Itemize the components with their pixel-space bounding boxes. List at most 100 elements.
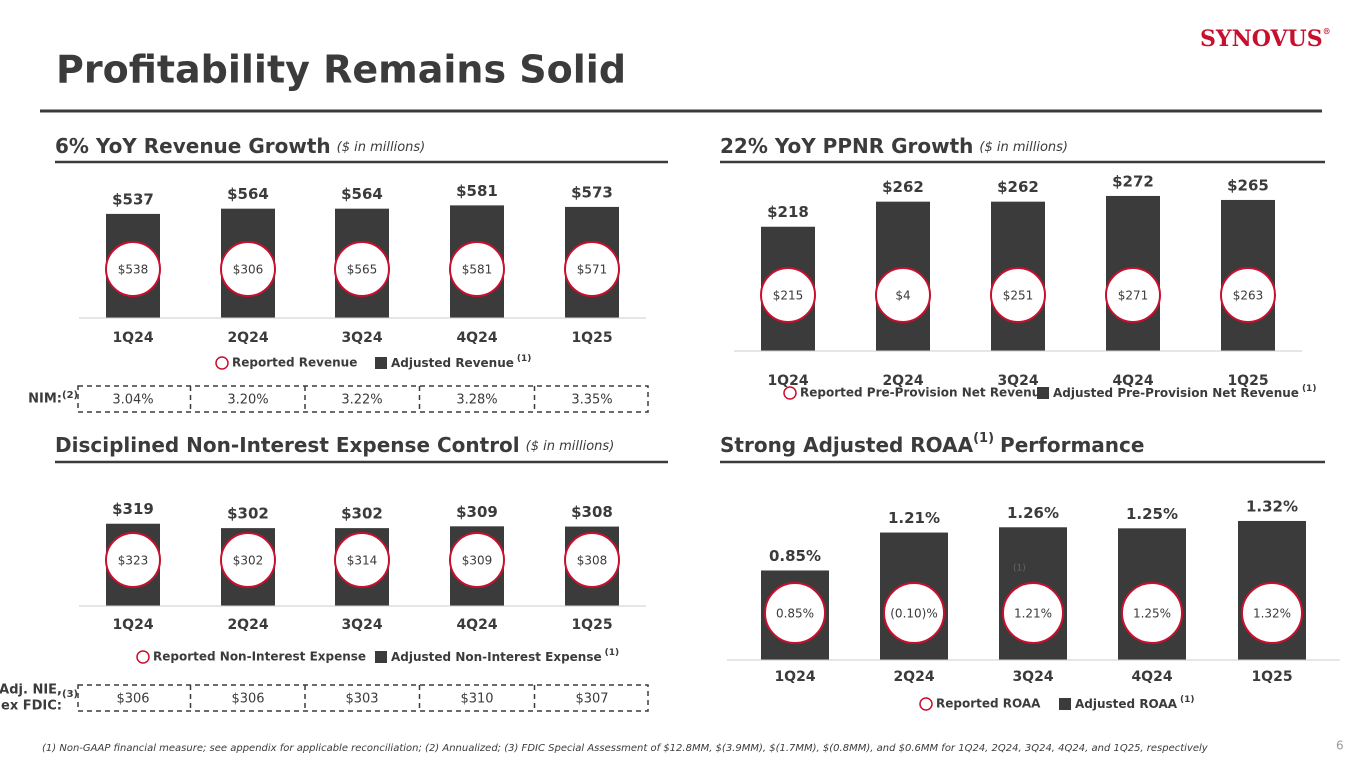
x-tick-label: 1Q24 [112, 330, 153, 346]
legend-marker [375, 357, 387, 369]
x-tick-label: 2Q24 [893, 669, 934, 685]
reported-value-label: $4 [895, 289, 910, 303]
section-title-text: 6% YoY Revenue Growth [55, 134, 331, 158]
x-tick-label: 2Q24 [882, 373, 923, 389]
reported-value-label: 0.85% [776, 607, 814, 621]
bar-value-label: $564 [227, 185, 269, 203]
reported-value-label: $309 [462, 554, 493, 568]
row-value: 3.04% [112, 393, 153, 408]
legend-label-text: Adjusted Non-Interest Expense [391, 650, 602, 664]
legend-marker [375, 651, 387, 663]
reported-value-label: 1.21% [1014, 607, 1052, 621]
reported-value-label: $565 [347, 263, 378, 277]
bar-value-label: $581 [456, 182, 498, 200]
bar-value-label: $308 [571, 503, 613, 521]
row-value: 3.35% [571, 393, 612, 408]
section-subtitle: ($ in millions) [337, 140, 426, 155]
reported-marker [875, 267, 931, 323]
section-title: Strong Adjusted ROAA(1) Performance [720, 431, 1144, 457]
bar-value-label: $537 [112, 190, 154, 208]
x-tick-label: 4Q24 [1131, 669, 1172, 685]
page-number: 6 [1336, 739, 1344, 753]
reported-value-label: $306 [233, 263, 264, 277]
section-title-text: Disciplined Non-Interest Expense Control [55, 433, 520, 457]
reported-value-label: $314 [347, 554, 378, 568]
reported-value-label: $308 [577, 554, 608, 568]
bar-value-label: $218 [767, 203, 809, 221]
bar-value-label: $564 [341, 185, 383, 203]
x-tick-label: 4Q24 [456, 330, 497, 346]
legend-marker [919, 697, 933, 711]
reported-marker [1220, 267, 1276, 323]
legend-label-text: Adjusted Pre-Provision Net Revenue [1053, 386, 1299, 400]
row-value: 3.22% [341, 393, 382, 408]
row-box [77, 385, 649, 413]
footnote: (1) Non-GAAP financial measure; see appe… [42, 743, 1209, 754]
row-value: $306 [231, 692, 264, 707]
x-tick-label: 1Q24 [112, 617, 153, 633]
reported-value-label: 1.25% [1133, 607, 1171, 621]
reported-marker [449, 241, 505, 297]
x-tick-label: 4Q24 [1112, 373, 1153, 389]
reported-marker [449, 532, 505, 588]
bar-value-label: 1.21% [888, 509, 940, 527]
reported-marker [883, 582, 945, 644]
x-tick-label: 1Q25 [571, 617, 612, 633]
reported-marker [1121, 582, 1183, 644]
logo-text: SYNOVUS [1200, 26, 1323, 52]
reported-marker [1105, 267, 1161, 323]
legend-marker [215, 356, 229, 370]
section-title: 22% YoY PPNR Growth ($ in millions) [720, 134, 1068, 158]
section-title: 6% YoY Revenue Growth ($ in millions) [55, 134, 425, 158]
reported-value-label: $581 [462, 263, 493, 277]
section-title: Disciplined Non-Interest Expense Control… [55, 433, 614, 457]
reported-marker [220, 532, 276, 588]
legend-note: (1) [517, 354, 532, 364]
reported-marker [564, 241, 620, 297]
logo: SYNOVUS® [1200, 26, 1331, 52]
x-tick-label: 1Q25 [1251, 669, 1292, 685]
reported-value-label: $251 [1003, 289, 1034, 303]
legend-marker [783, 386, 797, 400]
bar-value-label: $302 [341, 505, 383, 523]
bar-value-label: 1.26% [1007, 504, 1059, 522]
reported-marker [105, 241, 161, 297]
row-note: (3) [62, 689, 78, 700]
section-title-text: Strong Adjusted ROAA [720, 433, 974, 457]
x-tick-label: 2Q24 [227, 617, 268, 633]
reported-value-label: $263 [1233, 289, 1264, 303]
bar-value-label: 0.85% [769, 547, 821, 565]
reported-value-label: $323 [118, 554, 149, 568]
bar-value-label: $573 [571, 183, 613, 201]
reported-marker [105, 532, 161, 588]
x-tick-label: 2Q24 [227, 330, 268, 346]
reported-value-label: 1.32% [1253, 607, 1291, 621]
reported-value-label: $538 [118, 263, 149, 277]
row-label: NIM: [28, 392, 62, 407]
row-value: 3.20% [227, 393, 268, 408]
x-tick-label: 3Q24 [997, 373, 1038, 389]
bar-value-label: $302 [227, 505, 269, 523]
slide-title: Profitability Remains Solid [56, 48, 626, 92]
legend-label: Adjusted ROAA (1) [1075, 695, 1195, 711]
reported-marker [760, 267, 816, 323]
reported-value-label: $571 [577, 263, 608, 277]
reported-marker [1002, 582, 1064, 644]
reported-value-label: (0.10)% [890, 607, 937, 621]
legend-label: Adjusted Pre-Provision Net Revenue (1) [1053, 384, 1316, 400]
row-box [77, 684, 649, 712]
legend-note: (1) [1180, 695, 1195, 705]
bar-value-label: 1.32% [1246, 497, 1298, 515]
reported-value-label: $302 [233, 554, 264, 568]
x-tick-label: 1Q24 [767, 373, 808, 389]
x-tick-label: 1Q25 [1227, 373, 1268, 389]
annotation: (1) [1013, 564, 1026, 574]
bar-value-label: $319 [112, 500, 154, 518]
reported-marker [220, 241, 276, 297]
reported-marker [1241, 582, 1303, 644]
reported-marker [564, 532, 620, 588]
row-value: $306 [116, 692, 149, 707]
reported-marker [764, 582, 826, 644]
legend-label-text: Adjusted ROAA [1075, 697, 1178, 711]
